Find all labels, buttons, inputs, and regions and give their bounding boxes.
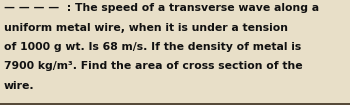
- Text: of 1000 g wt. Is 68 m/s. If the density of metal is: of 1000 g wt. Is 68 m/s. If the density …: [4, 42, 301, 52]
- Text: 7900 kg/m³. Find the area of cross section of the: 7900 kg/m³. Find the area of cross secti…: [4, 61, 302, 71]
- Text: wire.: wire.: [4, 81, 34, 91]
- Text: uniform metal wire, when it is under a tension: uniform metal wire, when it is under a t…: [4, 23, 287, 33]
- Text: — — — —  : The speed of a transverse wave along a: — — — — : The speed of a transverse wave…: [4, 3, 318, 13]
